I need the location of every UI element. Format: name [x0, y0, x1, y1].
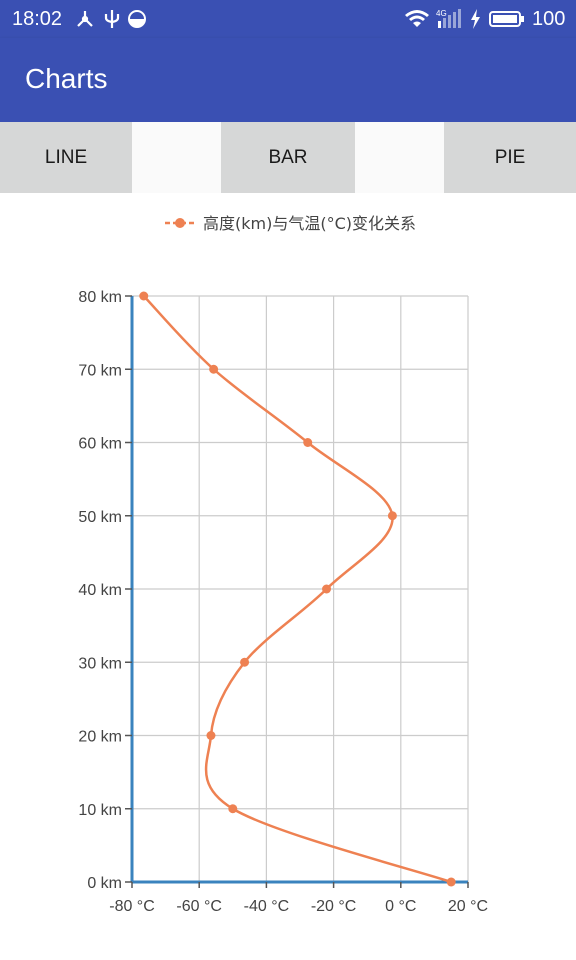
x-tick-label: 20 °C	[448, 898, 488, 915]
app-title: Charts	[25, 63, 108, 94]
chart-series	[139, 291, 456, 887]
data-point	[240, 657, 250, 667]
legend-marker-icon	[175, 218, 185, 228]
y-axis-ticks: 0 km 10 km 20 km 30 km 40 km 50 km 60 km 70 km 8…	[78, 289, 132, 892]
status-icons-right: 4G	[405, 9, 524, 29]
tab-pie[interactable]: PIE	[444, 122, 576, 193]
x-tick-label: -80 °C	[109, 898, 155, 915]
status-icons-left	[77, 10, 146, 28]
x-tick-label: -60 °C	[176, 898, 222, 915]
chart-grid	[131, 295, 469, 883]
line-chart: 高度(km)与气温(°C)变化关系 0 km 10 km 20 km 30 km 40 …	[78, 214, 488, 915]
y-tick-label: 40 km	[78, 582, 122, 599]
y-tick-label: 20 km	[78, 729, 122, 746]
legend-label: 高度(km)与气温(°C)变化关系	[203, 214, 416, 233]
x-tick-label: 0 °C	[385, 898, 416, 915]
x-axis-ticks: -80 °C -60 °C -40 °C -20 °C 0 °C 20 °C	[109, 882, 488, 915]
signal-icon: 4G	[436, 9, 461, 28]
chart-area: 高度(km)与气温(°C)变化关系 0 km 10 km 20 km 30 km 40 …	[0, 193, 576, 960]
y-tick-label: 10 km	[78, 802, 122, 819]
tab-bar-label: BAR	[268, 146, 308, 168]
usb-icon	[104, 10, 120, 28]
data-point	[303, 438, 313, 447]
y-tick-label: 30 km	[78, 655, 122, 672]
y-tick-label: 50 km	[78, 509, 122, 526]
battery-level: 100	[532, 8, 566, 30]
wifi-icon	[405, 10, 429, 27]
x-tick-label: -20 °C	[311, 898, 357, 915]
y-tick-label: 80 km	[78, 289, 122, 306]
x-tick-label: -40 °C	[244, 898, 290, 915]
tab-pie-label: PIE	[494, 146, 526, 168]
data-point	[228, 804, 238, 814]
charging-icon	[471, 9, 480, 29]
usb-tether-icon	[77, 11, 93, 27]
tab-separator	[355, 122, 444, 193]
status-time: 18:02	[12, 8, 63, 30]
y-tick-label: 70 km	[78, 362, 122, 379]
battery-icon	[489, 11, 524, 27]
tab-separator	[132, 122, 221, 193]
data-point	[139, 291, 149, 301]
tab-line-label: LINE	[44, 146, 88, 168]
data-saver-icon	[128, 10, 146, 28]
data-point	[446, 877, 456, 887]
data-point	[387, 511, 397, 521]
data-point	[209, 364, 219, 374]
data-point	[322, 584, 332, 594]
network-label: 4G	[436, 9, 447, 18]
data-point	[206, 731, 216, 740]
y-tick-label: 0 km	[87, 875, 122, 892]
app-bar: Charts	[0, 38, 576, 122]
chart-legend: 高度(km)与气温(°C)变化关系	[165, 214, 416, 233]
tab-bar[interactable]: BAR	[221, 122, 355, 193]
status-bar: 18:02 4G	[0, 0, 576, 38]
tab-line[interactable]: LINE	[0, 122, 132, 193]
y-tick-label: 60 km	[78, 436, 122, 453]
